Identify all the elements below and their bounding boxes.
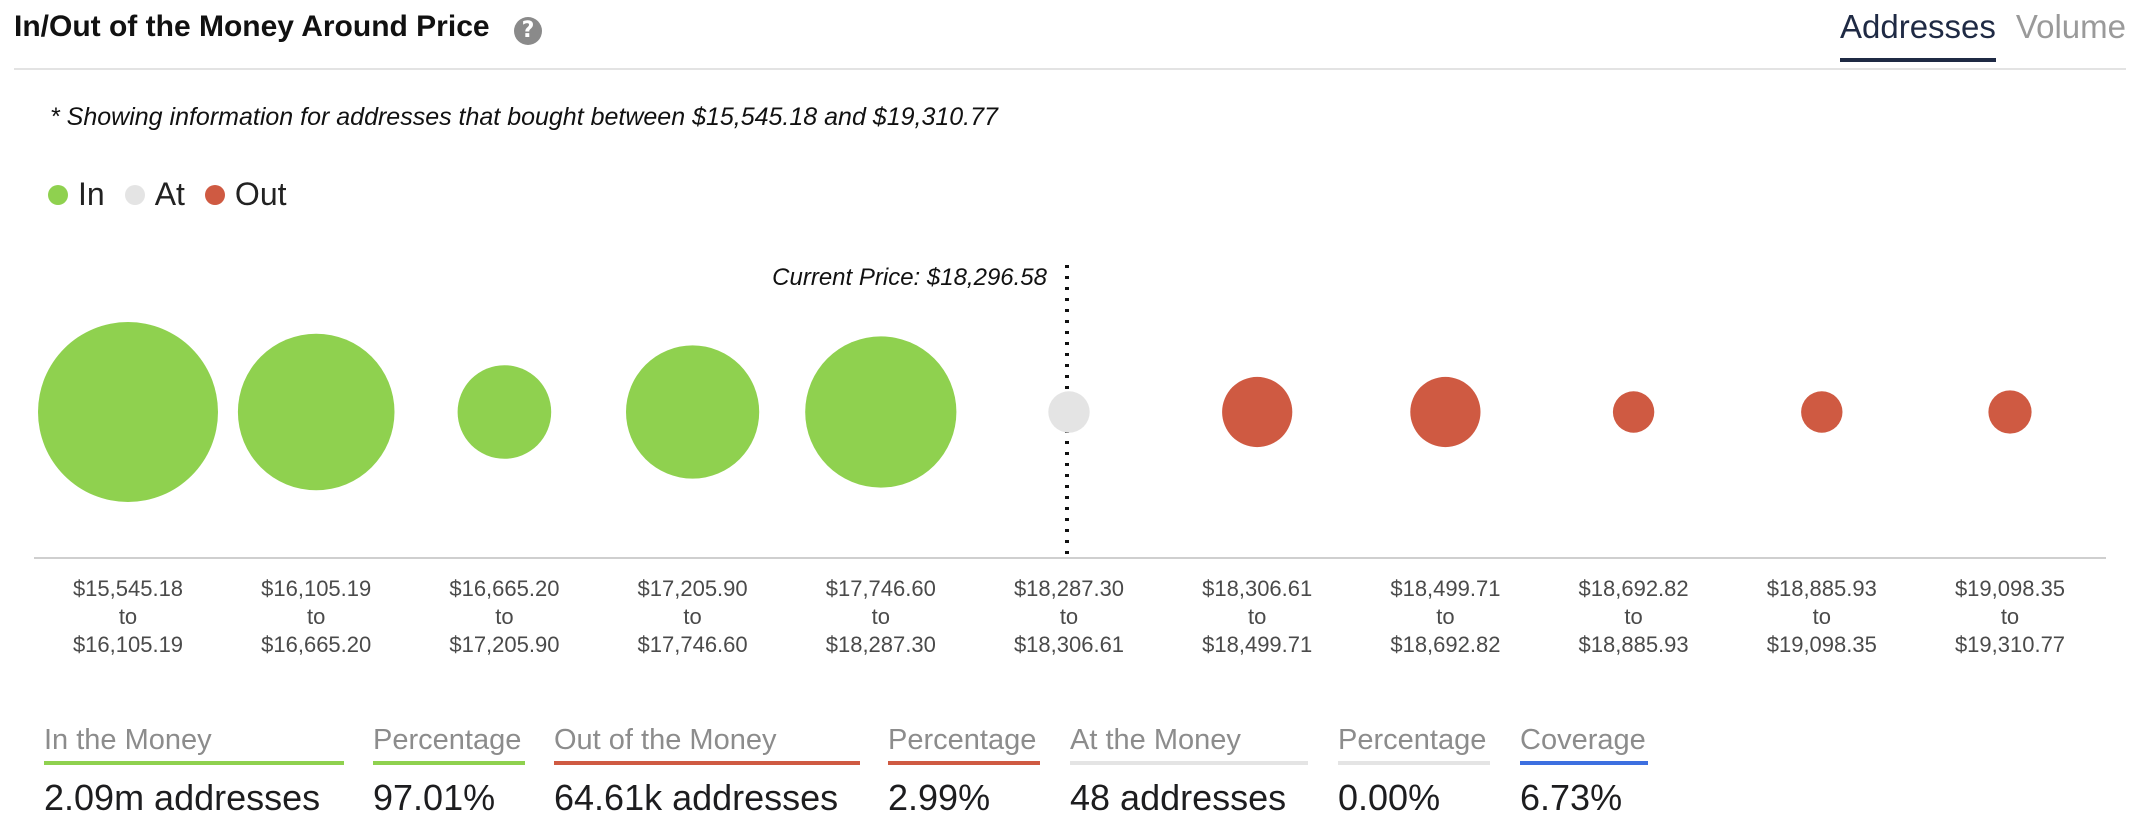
view-tabs: Addresses Volume — [1840, 8, 2126, 62]
tick-label-6-to-word: to — [1248, 604, 1266, 629]
bubble-out-7[interactable] — [1410, 376, 1481, 448]
stat-in-the-money: In the Money 2.09m addresses — [44, 724, 344, 819]
legend-item-in[interactable]: In — [48, 176, 105, 213]
tick-label-3-to-word: to — [683, 604, 701, 629]
stat-at-the-money: At the Money 48 addresses — [1070, 724, 1308, 819]
tick-label-4-to: $18,287.30 — [826, 632, 936, 657]
legend-item-at[interactable]: At — [124, 176, 185, 213]
tick-label-3-to: $17,746.60 — [638, 632, 748, 657]
stat-at-pct-label: Percentage — [1338, 724, 1490, 765]
stat-out-pct-label: Percentage — [888, 724, 1040, 765]
bubble-at-5[interactable] — [1048, 391, 1090, 433]
tick-label-0-to: $16,105.19 — [73, 632, 183, 657]
tick-label-9-to: $19,098.35 — [1767, 632, 1877, 657]
tick-label-2-to-word: to — [495, 604, 513, 629]
tick-label-5-to: $18,306.61 — [1014, 632, 1124, 657]
tick-label-7-to: $18,692.82 — [1390, 632, 1500, 657]
stat-out-pct-value: 2.99% — [888, 777, 991, 818]
tick-label-9-to-word: to — [1813, 604, 1831, 629]
stat-coverage-label: Coverage — [1520, 724, 1648, 765]
bubble-out-10[interactable] — [1988, 390, 2032, 434]
bubble-in-1[interactable] — [237, 333, 395, 491]
tick-label-3-from: $17,205.90 — [638, 576, 748, 601]
bubble-out-9[interactable] — [1801, 391, 1843, 433]
bubble-in-3[interactable] — [626, 345, 760, 479]
stat-in-value: 2.09m addresses — [44, 777, 321, 818]
stat-out-of-the-money: Out of the Money 64.61k addresses — [554, 724, 860, 819]
widget-title: In/Out of the Money Around Price — [14, 10, 490, 43]
iomap-chart: Current Price: $18,296.58 $15,545.18 to $16… — [34, 264, 2106, 657]
stat-at-percentage: Percentage 0.00% — [1338, 724, 1490, 819]
legend-label-out: Out — [234, 176, 287, 212]
stat-out-label: Out of the Money — [554, 724, 860, 765]
tick-label-8-to-word: to — [1624, 604, 1642, 629]
legend-dot-out — [204, 184, 225, 205]
tick-label-10-to: $19,310.77 — [1955, 632, 2065, 657]
tick-label-5-from: $18,287.30 — [1014, 576, 1124, 601]
bubble-in-2[interactable] — [457, 365, 552, 459]
stat-out-percentage: Percentage 2.99% — [888, 724, 1040, 819]
stat-at-value: 48 addresses — [1070, 777, 1287, 818]
tick-label-10-from: $19,098.35 — [1955, 576, 2065, 601]
bubble-out-6[interactable] — [1222, 376, 1293, 448]
stat-in-label: In the Money — [44, 724, 344, 765]
tick-label-1-to-word: to — [307, 604, 325, 629]
tick-label-6-from: $18,306.61 — [1202, 576, 1312, 601]
tick-label-4-to-word: to — [872, 604, 890, 629]
legend-dot-in — [48, 184, 68, 205]
tick-label-9-from: $18,885.93 — [1767, 576, 1877, 601]
tick-label-7-from: $18,499.71 — [1390, 576, 1500, 601]
tick-label-5-to-word: to — [1060, 604, 1078, 629]
legend: In At Out — [48, 176, 307, 213]
stat-coverage-value: 6.73% — [1520, 777, 1623, 818]
help-icon[interactable]: ? — [514, 17, 542, 45]
stat-in-percentage: Percentage 97.01% — [373, 724, 525, 819]
header-divider — [14, 68, 2126, 70]
bubble-out-8[interactable] — [1612, 391, 1655, 433]
legend-label-in: In — [78, 176, 105, 212]
tick-label-1-from: $16,105.19 — [261, 576, 371, 601]
tick-label-8-from: $18,692.82 — [1579, 576, 1689, 601]
stat-at-label: At the Money — [1070, 724, 1308, 765]
bubble-in-4[interactable] — [805, 336, 957, 488]
stat-in-pct-value: 97.01% — [373, 777, 496, 818]
legend-item-out[interactable]: Out — [204, 176, 287, 213]
tab-addresses[interactable]: Addresses — [1840, 8, 1996, 62]
tick-label-1-to: $16,665.20 — [261, 632, 371, 657]
stat-in-pct-label: Percentage — [373, 724, 525, 765]
tick-label-6-to: $18,499.71 — [1202, 632, 1312, 657]
stat-at-pct-value: 0.00% — [1338, 777, 1441, 818]
tick-label-0-to-word: to — [119, 604, 137, 629]
tab-volume[interactable]: Volume — [2015, 8, 2126, 45]
stats-row: In the Money 2.09m addresses Percentage … — [0, 724, 2136, 834]
tick-label-4-from: $17,746.60 — [826, 576, 936, 601]
tick-label-0-from: $15,545.18 — [73, 576, 183, 601]
legend-dot-at — [124, 184, 145, 205]
range-note: * Showing information for addresses that… — [50, 103, 998, 131]
current-price-label: Current Price: $18,296.58 — [772, 264, 1047, 291]
bubble-in-0[interactable] — [38, 322, 218, 502]
stat-out-value: 64.61k addresses — [554, 777, 839, 818]
stat-coverage: Coverage 6.73% — [1520, 724, 1648, 819]
legend-label-at: At — [154, 176, 185, 212]
tick-label-2-to: $17,205.90 — [449, 632, 559, 657]
tick-label-2-from: $16,665.20 — [449, 576, 559, 601]
tick-label-7-to-word: to — [1436, 604, 1454, 629]
tick-label-10-to-word: to — [2001, 604, 2019, 629]
tick-label-8-to: $18,885.93 — [1579, 632, 1689, 657]
